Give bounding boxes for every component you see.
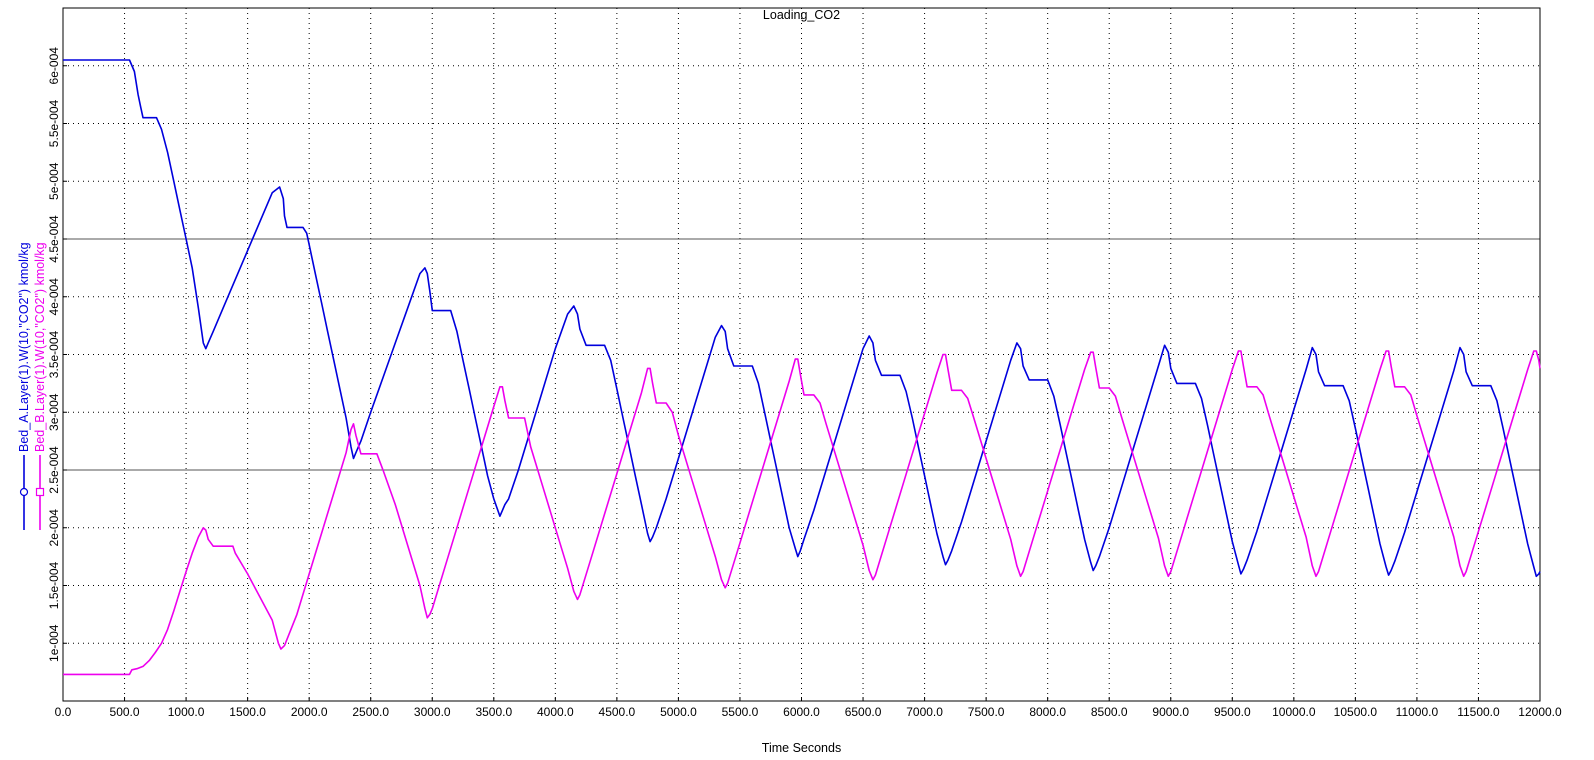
y-tick-label: 1.5e-004 xyxy=(47,561,61,609)
legend-label: Bed_B.Layer(1).W(10,"CO2") kmol/kg xyxy=(33,242,47,452)
legend: Bed_A.Layer(1).W(10,"CO2") kmol/kg Bed_B.… xyxy=(17,242,47,530)
series-line-bed-a xyxy=(63,59,1541,578)
x-tick-label: 500.0 xyxy=(110,705,140,719)
series-line-bed-b xyxy=(63,350,1541,676)
x-tick-label: 10000.0 xyxy=(1272,705,1316,719)
y-tick-label: 6e-004 xyxy=(47,47,61,85)
x-tick-label: 2500.0 xyxy=(352,705,389,719)
x-tick-label: 4000.0 xyxy=(537,705,574,719)
x-tick-label: 10500.0 xyxy=(1334,705,1378,719)
x-axis-ticks: 0.0 500.0 1000.0 1500.0 2000.0 2500.0 3000.0 35… xyxy=(55,697,1562,719)
x-tick-label: 3500.0 xyxy=(475,705,512,719)
y-tick-label: 5e-004 xyxy=(47,162,61,200)
x-tick-label: 0.0 xyxy=(55,705,72,719)
x-tick-label: 9500.0 xyxy=(1214,705,1251,719)
x-tick-label: 2000.0 xyxy=(291,705,328,719)
y-tick-label: 4.5e-004 xyxy=(47,215,61,263)
y-tick-label: 1e-004 xyxy=(47,624,61,662)
x-tick-label: 4500.0 xyxy=(599,705,636,719)
y-tick-label: 2e-004 xyxy=(47,509,61,547)
x-tick-label: 5500.0 xyxy=(722,705,759,719)
x-tick-label: 6000.0 xyxy=(783,705,820,719)
x-tick-label: 8500.0 xyxy=(1091,705,1128,719)
series-layer xyxy=(63,59,1541,676)
x-tick-label: 12000.0 xyxy=(1518,705,1562,719)
x-tick-label: 11000.0 xyxy=(1396,705,1439,719)
legend-item: Bed_B.Layer(1).W(10,"CO2") kmol/kg xyxy=(33,242,47,530)
legend-label: Bed_A.Layer(1).W(10,"CO2") kmol/kg xyxy=(17,242,31,452)
y-tick-label: 2.5e-004 xyxy=(47,446,61,494)
y-tick-label: 4e-004 xyxy=(47,278,61,316)
x-tick-label: 7000.0 xyxy=(906,705,943,719)
x-tick-label: 1500.0 xyxy=(229,705,266,719)
x-tick-label: 1000.0 xyxy=(168,705,205,719)
x-tick-label: 5000.0 xyxy=(660,705,697,719)
y-tick-label: 3e-004 xyxy=(47,393,61,431)
x-tick-label: 9000.0 xyxy=(1152,705,1189,719)
x-tick-label: 11500.0 xyxy=(1457,705,1500,719)
y-tick-label: 5.5e-004 xyxy=(47,99,61,147)
y-axis-ticks: 1e-004 1.5e-004 2e-004 2.5e-004 3e-004 3.5e-0… xyxy=(47,47,67,662)
chart-title: Loading_CO2 xyxy=(763,8,840,22)
x-tick-label: 3000.0 xyxy=(414,705,451,719)
x-tick-label: 7500.0 xyxy=(968,705,1005,719)
y-tick-label: 3.5e-004 xyxy=(47,330,61,378)
legend-marker-square xyxy=(35,487,45,497)
x-tick-label: 6500.0 xyxy=(845,705,882,719)
x-tick-label: 8000.0 xyxy=(1029,705,1066,719)
legend-item: Bed_A.Layer(1).W(10,"CO2") kmol/kg xyxy=(17,242,31,530)
legend-marker-circle xyxy=(19,487,29,497)
x-axis-label: Time Seconds xyxy=(762,741,841,755)
